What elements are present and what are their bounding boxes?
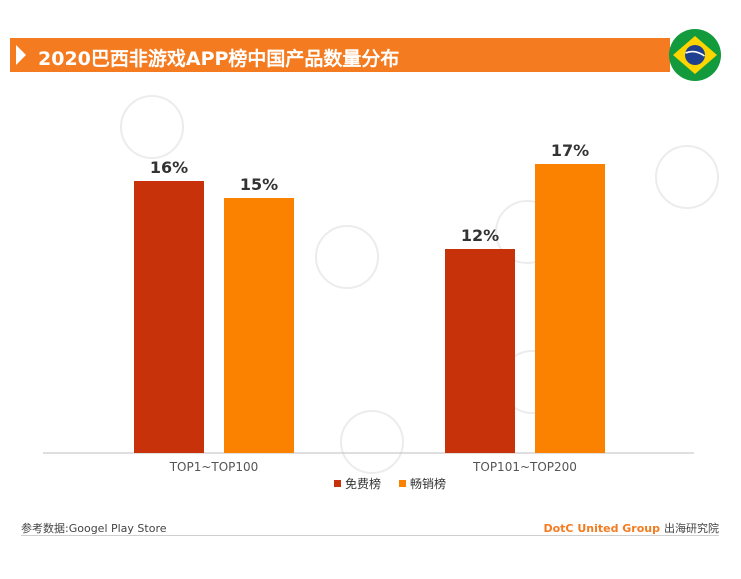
data-label: 12% — [461, 226, 499, 245]
data-label: 16% — [150, 158, 188, 177]
watermark-logo — [120, 95, 184, 159]
brand-credit: DotC United Group 出海研究院 — [543, 520, 719, 536]
bar — [445, 249, 515, 453]
legend-swatch — [334, 480, 341, 487]
page-title: 2020巴西非游戏APP榜中国产品数量分布 — [38, 48, 400, 70]
title-arrow-icon — [16, 45, 26, 65]
brand-suffix: 出海研究院 — [664, 522, 719, 535]
legend-swatch — [399, 480, 406, 487]
brand-name: DotC United Group — [543, 522, 660, 535]
watermark-logo — [315, 225, 379, 289]
watermark-logo — [655, 145, 719, 209]
source-note: 参考数据:Googel Play Store — [21, 522, 167, 535]
data-label: 15% — [240, 175, 278, 194]
data-label: 17% — [551, 141, 589, 160]
bar — [134, 181, 204, 453]
x-tick-label: TOP1~TOP100 — [169, 460, 259, 474]
watermark-logo — [340, 410, 404, 474]
bar — [535, 164, 605, 453]
title-bar: 2020巴西非游戏APP榜中国产品数量分布 — [10, 38, 670, 72]
legend-label: 畅销榜 — [410, 476, 446, 491]
x-tick-label: TOP101~TOP200 — [472, 460, 577, 474]
bar — [224, 198, 294, 453]
legend-label: 免费榜 — [345, 476, 381, 491]
footer-divider — [21, 535, 719, 536]
brazil-flag-icon — [669, 29, 721, 81]
